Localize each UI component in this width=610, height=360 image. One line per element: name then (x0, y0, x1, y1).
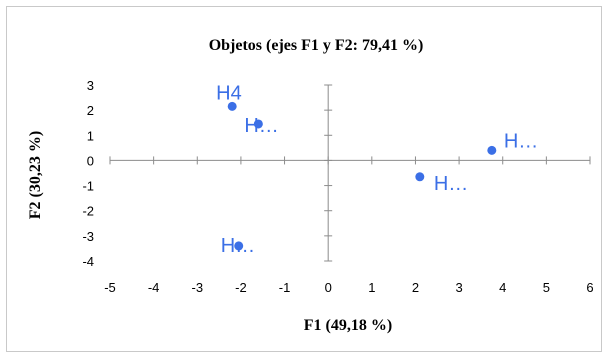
x-tick-label: -2 (235, 280, 247, 295)
axes (109, 84, 591, 262)
data-point-label: H… (221, 235, 255, 257)
x-tick-label: 4 (499, 280, 506, 295)
data-point-label: H4 (216, 82, 242, 104)
chart-frame (6, 6, 602, 352)
x-tick-label: 6 (586, 280, 593, 295)
y-tick-label: -4 (82, 254, 94, 269)
data-point-label: H… (434, 173, 468, 195)
x-tick-label: -3 (191, 280, 203, 295)
y-tick-label: 1 (87, 128, 94, 143)
x-tick-label: -4 (148, 280, 160, 295)
y-tick-label: -2 (82, 204, 94, 219)
data-points: H4H…H…H…H… (216, 82, 538, 257)
x-axis-title: F1 (49,18 %) (304, 317, 392, 334)
y-tick-label: 0 (87, 153, 94, 168)
x-tick-label: 2 (412, 280, 419, 295)
data-point (234, 241, 244, 251)
tick-labels: -5 -4 -3 -2 -1 0 1 2 3 4 5 6 -4 -3 -2 -1 0 1 2 3 (82, 78, 593, 295)
data-point (487, 145, 497, 155)
y-tick-label: -3 (82, 229, 94, 244)
y-tick-label: 2 (87, 103, 94, 118)
x-tick-label: 0 (325, 280, 332, 295)
data-point-label: H… (244, 115, 278, 137)
x-tick-label: -1 (279, 280, 291, 295)
y-tick-label: -1 (82, 179, 94, 194)
x-tick-label: 3 (455, 280, 462, 295)
y-axis-title: F2 (30,23 %) (27, 131, 44, 219)
data-point (253, 119, 263, 129)
data-point-label: H… (504, 130, 538, 152)
x-tick-label: 5 (543, 280, 550, 295)
y-tick-label: 3 (87, 78, 94, 93)
chart-title: Objetos (ejes F1 y F2: 79,41 %) (209, 37, 424, 54)
x-tick-label: 1 (368, 280, 375, 295)
data-point (415, 172, 425, 182)
x-tick-label: -5 (104, 280, 116, 295)
data-point (227, 101, 237, 111)
